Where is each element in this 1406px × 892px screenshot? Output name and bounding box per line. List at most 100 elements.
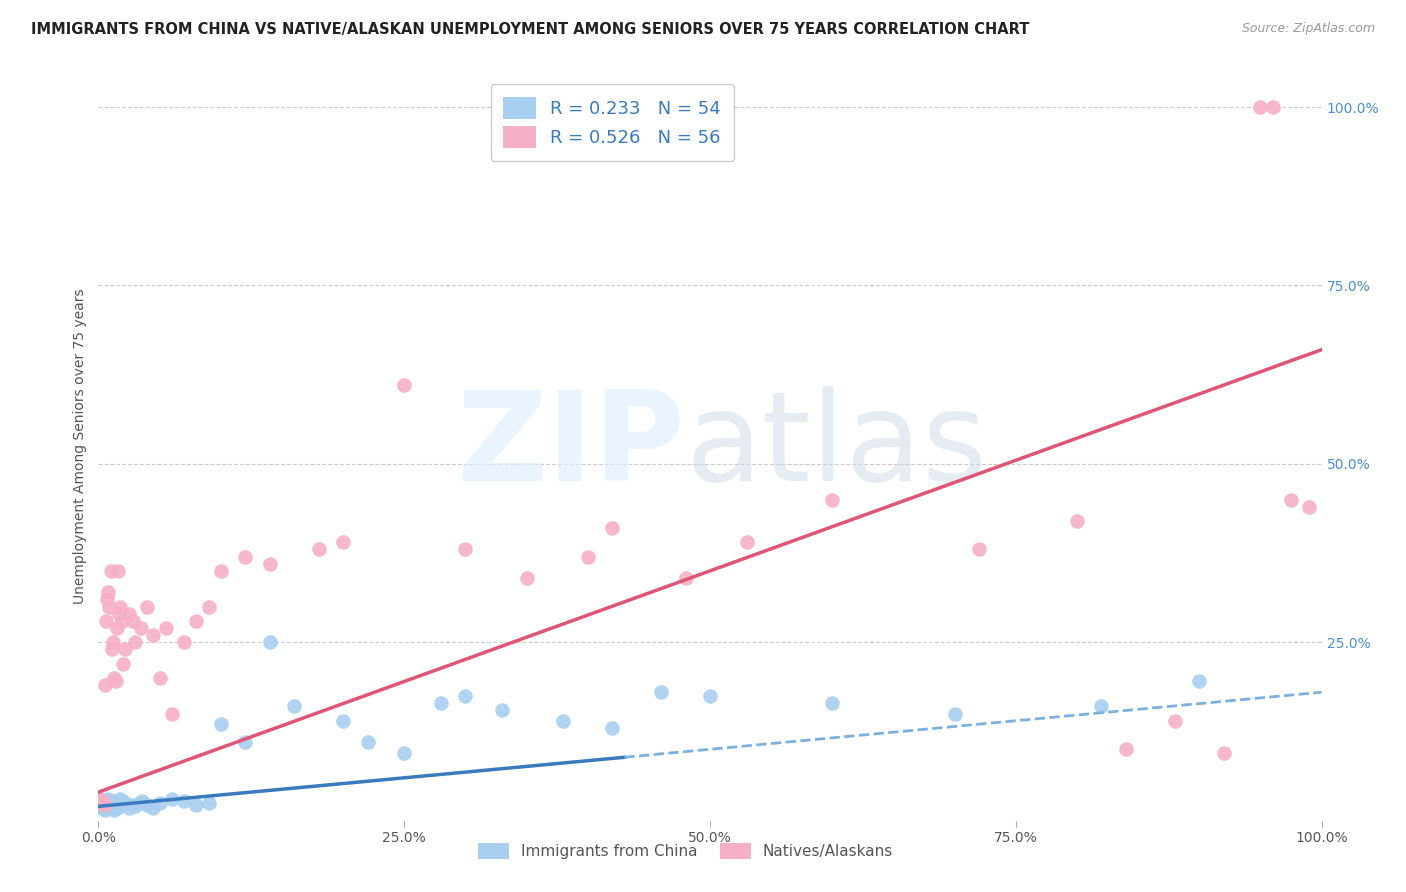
Point [128,796,150,810]
Point [430,696,453,710]
Point [110,599,132,614]
Point [308,542,330,557]
Point [101,794,124,808]
Point [98,599,121,614]
Point [149,671,172,685]
Point [111,797,134,812]
Point [259,557,281,571]
Point [91,796,114,810]
Point [197,796,219,810]
Point [93,803,115,817]
Point [105,801,128,815]
Point [155,621,177,635]
Point [97,801,120,815]
Y-axis label: Unemployment Among Seniors over 75 years: Unemployment Among Seniors over 75 years [73,288,87,604]
Point [96,796,118,810]
Point [454,542,477,557]
Point [600,521,623,535]
Point [149,796,172,810]
Point [186,797,208,812]
Point [120,797,142,812]
Point [650,685,672,699]
Point [124,635,146,649]
Point [96,592,118,607]
Point [160,706,183,721]
Point [129,621,152,635]
Point [114,642,136,657]
Point [233,735,256,749]
Point [356,735,378,749]
Point [91,801,114,815]
Point [108,799,131,814]
Text: Source: ZipAtlas.com: Source: ZipAtlas.com [1241,22,1375,36]
Point [103,803,125,817]
Point [1298,500,1320,514]
Point [94,614,117,628]
Point [821,492,844,507]
Point [108,607,131,621]
Point [118,801,141,815]
Point [1279,492,1302,507]
Point [209,564,232,578]
Point [107,564,129,578]
Point [104,674,127,689]
Point [209,717,232,731]
Point [943,706,966,721]
Point [142,801,165,815]
Point [576,549,599,564]
Text: atlas: atlas [686,385,987,507]
Point [699,689,721,703]
Point [1115,742,1137,756]
Point [90,796,112,810]
Point [97,585,120,599]
Point [111,657,134,671]
Point [259,635,281,649]
Point [332,535,354,549]
Point [392,746,416,760]
Point [197,599,219,614]
Point [103,671,125,685]
Point [93,794,115,808]
Point [91,794,114,808]
Point [967,542,990,557]
Point [1212,746,1234,760]
Point [107,796,129,810]
Point [233,549,256,564]
Point [735,535,758,549]
Point [332,714,354,728]
Point [675,571,697,585]
Point [93,678,115,692]
Point [1249,100,1271,114]
Point [1164,714,1187,728]
Point [101,799,124,814]
Point [160,792,183,806]
Point [392,378,416,392]
Point [186,614,208,628]
Point [114,796,136,810]
Point [1261,100,1284,114]
Point [553,714,575,728]
Point [98,797,121,812]
Point [104,797,127,812]
Point [105,621,128,635]
Point [454,689,477,703]
Point [111,794,134,808]
Point [136,797,159,812]
Point [93,797,115,812]
Point [600,721,623,735]
Point [515,571,537,585]
Point [100,564,122,578]
Text: IMMIGRANTS FROM CHINA VS NATIVE/ALASKAN UNEMPLOYMENT AMONG SENIORS OVER 75 YEARS: IMMIGRANTS FROM CHINA VS NATIVE/ALASKAN … [31,22,1029,37]
Point [89,792,111,806]
Point [1188,674,1211,689]
Point [142,628,165,642]
Point [94,799,117,814]
Point [131,794,153,808]
Point [173,794,195,808]
Point [110,792,132,806]
Point [1066,514,1088,528]
Point [821,696,844,710]
Text: ZIP: ZIP [457,385,686,507]
Point [111,614,134,628]
Point [89,799,111,814]
